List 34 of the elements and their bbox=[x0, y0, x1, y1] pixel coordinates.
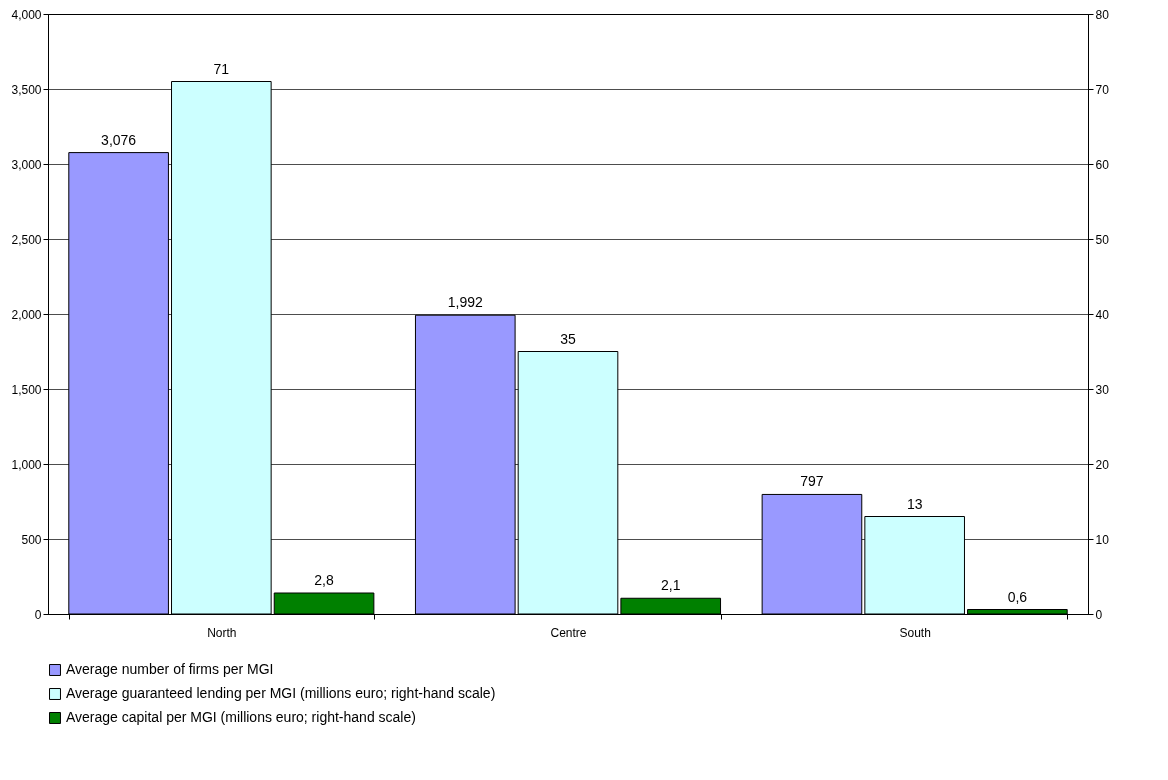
y-tick-label: 1,000 bbox=[11, 457, 42, 472]
data-label: 71 bbox=[213, 60, 230, 77]
legend-label: Average number of firms per MGI bbox=[66, 661, 274, 677]
legend-label: Average guaranteed lending per MGI (millions euro; right-hand scale) bbox=[66, 685, 496, 701]
y-tick-label: 4,000 bbox=[11, 7, 42, 22]
legend-label: Average capital per MGI (millions euro; right-hand scale) bbox=[66, 709, 416, 725]
y2-tick-label: 0 bbox=[1095, 607, 1103, 622]
y2-tick-label: 30 bbox=[1095, 382, 1110, 397]
data-label: 2,1 bbox=[660, 577, 681, 594]
data-label: 0,6 bbox=[1007, 588, 1028, 605]
data-label: 1,992 bbox=[447, 294, 484, 311]
y2-tick-label: 80 bbox=[1095, 7, 1110, 22]
y-tick-label: 500 bbox=[21, 532, 42, 547]
y2-tick-label: 70 bbox=[1095, 82, 1110, 97]
data-label: 13 bbox=[906, 495, 923, 512]
y-tick-label: 2,000 bbox=[11, 307, 42, 322]
x-tick-label: North bbox=[207, 625, 237, 640]
data-label: 797 bbox=[800, 473, 824, 490]
y2-tick-label: 20 bbox=[1095, 457, 1110, 472]
bar bbox=[620, 597, 722, 615]
y2-tick-label: 60 bbox=[1095, 157, 1110, 172]
data-label: 3,076 bbox=[101, 131, 137, 148]
x-tick-label: South bbox=[899, 625, 931, 640]
y-tick-label: 2,500 bbox=[11, 232, 42, 247]
y-tick-label: 1,500 bbox=[11, 382, 42, 397]
y-tick-label: 0 bbox=[34, 607, 42, 622]
y-tick-label: 3,500 bbox=[11, 82, 42, 97]
data-label: 2,8 bbox=[314, 572, 334, 588]
y2-tick-label: 10 bbox=[1095, 532, 1110, 547]
y2-tick-label: 40 bbox=[1095, 307, 1110, 322]
y2-tick-label: 50 bbox=[1095, 232, 1110, 247]
x-tick-label: Centre bbox=[550, 625, 587, 640]
data-label: 35 bbox=[560, 330, 576, 347]
y-tick-label: 3,000 bbox=[11, 157, 42, 172]
